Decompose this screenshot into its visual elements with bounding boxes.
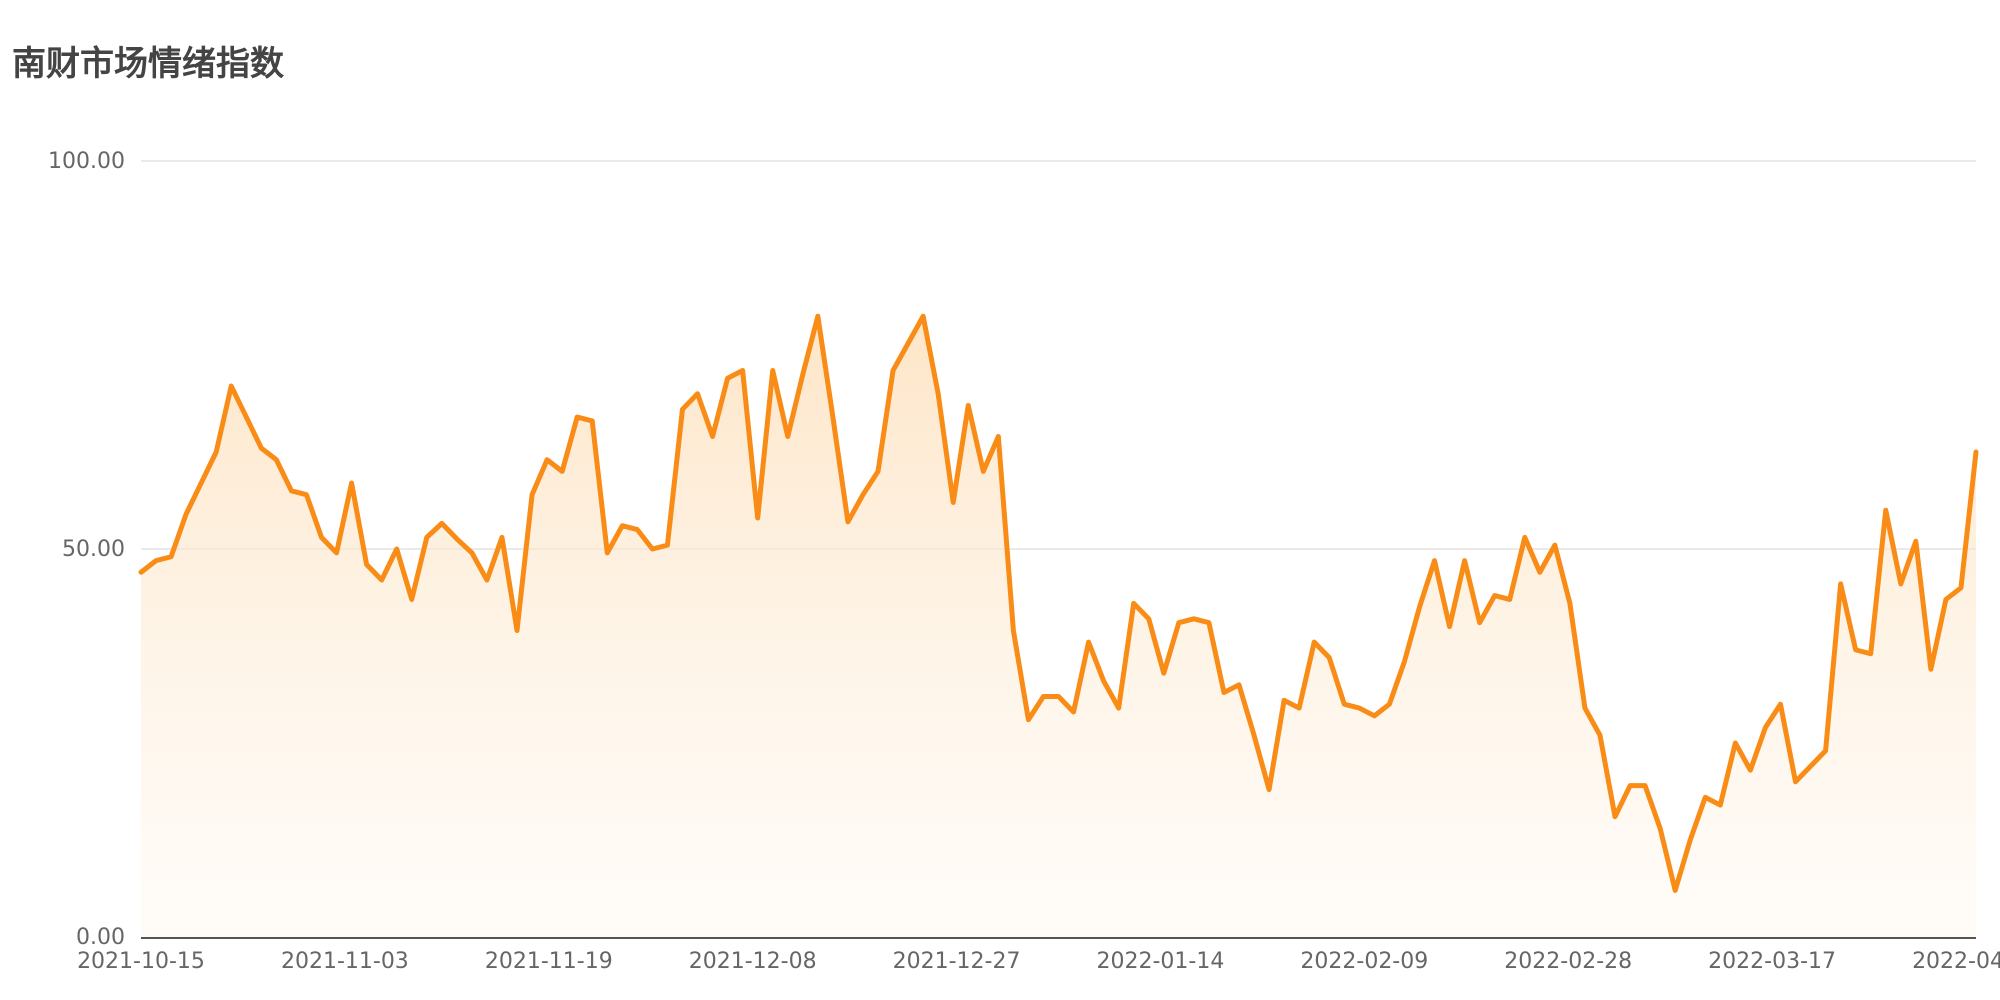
y-tick-label: 100.00 [48, 149, 125, 174]
area-fill [141, 316, 1976, 937]
x-tick-label: 2021-11-03 [281, 949, 409, 974]
x-tick-label: 2022-03-17 [1708, 949, 1836, 974]
axis-layer: 0.00 50.00 100.00 2021-10-15 2021-11-03 2021-… [48, 149, 2000, 974]
x-tick-label: 2021-10-15 [77, 949, 205, 974]
x-tick-label: 2021-11-19 [485, 949, 613, 974]
y-tick-label: 50.00 [62, 537, 125, 562]
x-tick-label: 2021-12-08 [689, 949, 817, 974]
series-line [138, 313, 1979, 893]
x-tick-label: 2022-02-28 [1504, 949, 1632, 974]
line-layer [138, 313, 1979, 893]
x-tick-label: 2022-02-09 [1300, 949, 1428, 974]
x-tick-label: 2021-12-27 [893, 949, 1021, 974]
area-layer [141, 316, 1976, 937]
x-tick-label: 2022-01-14 [1097, 949, 1225, 974]
chart-title: 南财市场情绪指数 [12, 44, 284, 84]
x-tick-label: 2022-04-07 [1912, 949, 2000, 974]
grid-layer [141, 160, 1976, 550]
y-tick-label: 0.00 [76, 925, 125, 950]
